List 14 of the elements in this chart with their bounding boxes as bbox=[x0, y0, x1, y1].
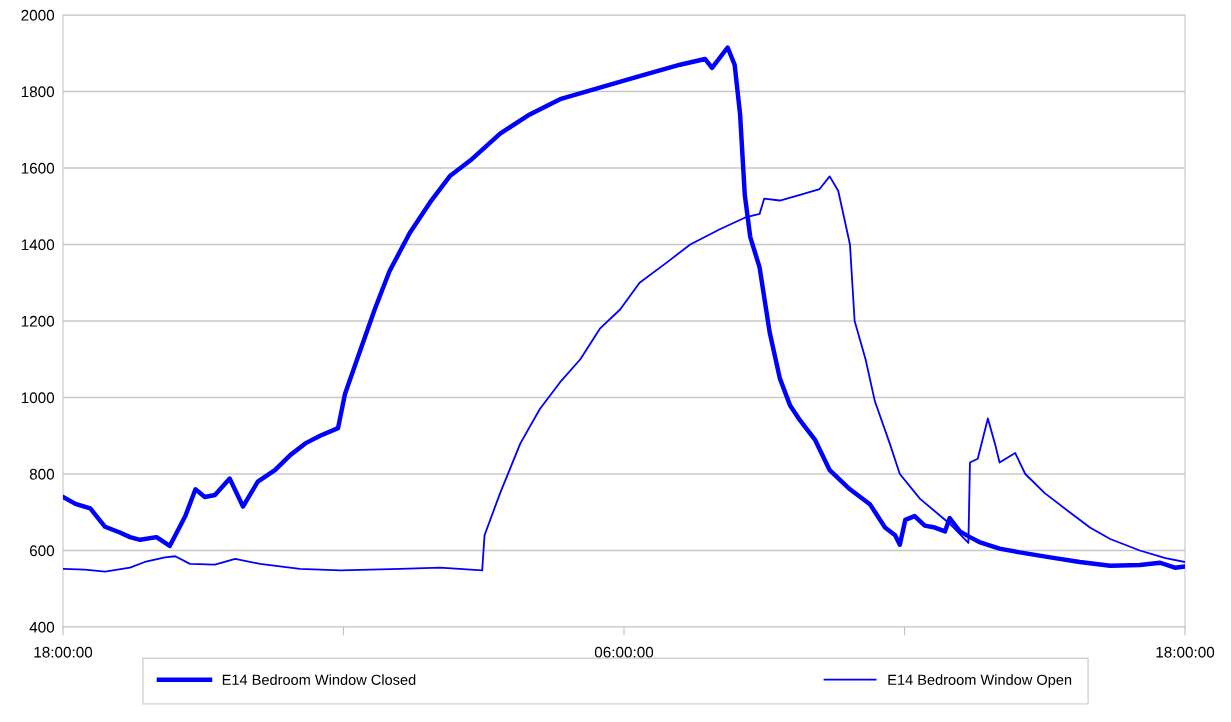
y-tick-label: 1200 bbox=[21, 315, 55, 327]
y-tick-label: 1400 bbox=[21, 239, 55, 251]
x-tick-label: 18:00:00 bbox=[1156, 646, 1215, 658]
x-tick-label: 06:00:00 bbox=[594, 646, 654, 658]
y-tick-label: 1800 bbox=[21, 86, 55, 98]
y-tick-label: 1000 bbox=[21, 392, 55, 404]
y-tick-label: 800 bbox=[29, 468, 55, 480]
y-tick-label: 2000 bbox=[21, 9, 55, 21]
y-tick-label: 1600 bbox=[21, 162, 55, 174]
legend-label: E14 Bedroom Window Open bbox=[888, 674, 1072, 688]
y-tick-label: 400 bbox=[29, 621, 55, 633]
y-tick-label: 600 bbox=[29, 545, 55, 557]
legend-label: E14 Bedroom Window Closed bbox=[222, 674, 416, 685]
x-tick-label: 18:00:00 bbox=[34, 646, 93, 658]
